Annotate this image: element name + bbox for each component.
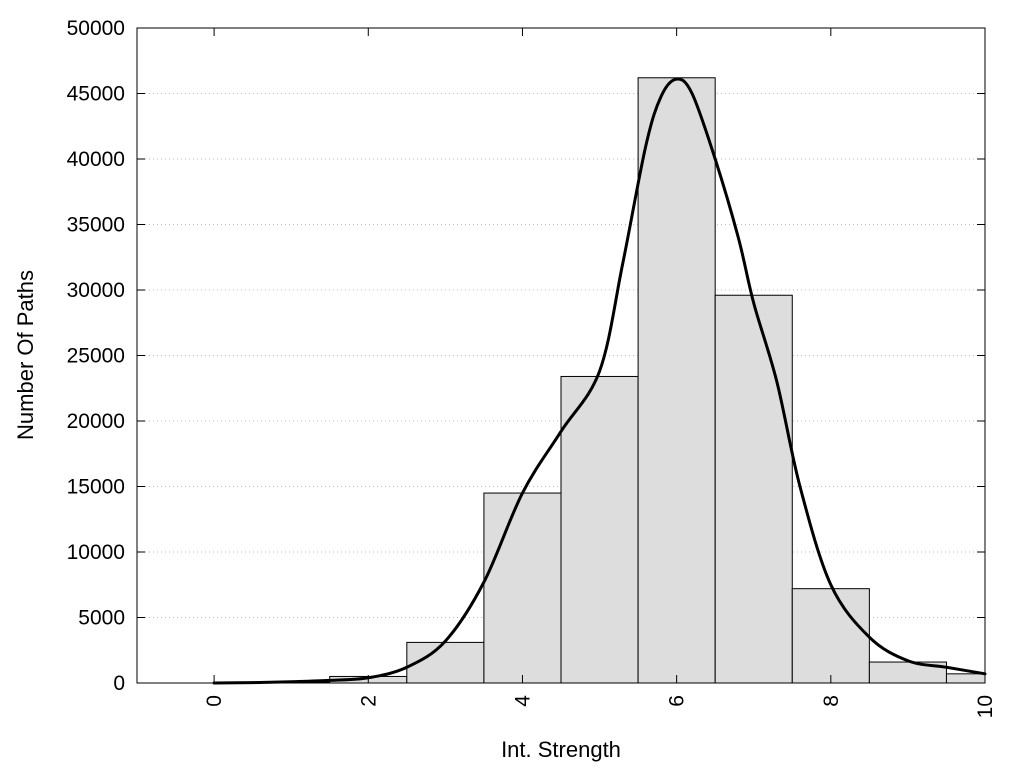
bars-group <box>252 77 986 684</box>
histogram-bar <box>637 77 716 684</box>
y-tick-label: 35000 <box>67 214 125 237</box>
y-tick-label: 40000 <box>67 148 125 171</box>
histogram-bar <box>560 375 639 684</box>
x-axis-label: Int. Strength <box>501 737 621 762</box>
histogram-bar <box>483 492 562 684</box>
histogram-bar <box>791 588 870 684</box>
y-tick-label: 25000 <box>67 345 125 368</box>
y-tick-label: 30000 <box>67 279 125 302</box>
y-tick-label: 20000 <box>67 410 125 433</box>
x-tick-label: 4 <box>511 695 534 707</box>
histogram-bar <box>945 673 986 684</box>
x-tick-label: 0 <box>203 695 226 707</box>
fit-curve-group <box>212 77 987 685</box>
histogram-bar <box>714 294 793 684</box>
y-axis-label: Number Of Paths <box>13 270 38 440</box>
y-axis-ticks: 0 5000 10000 15000 20000 25000 30000 35000 40000… <box>67 17 985 695</box>
x-tick-label: 2 <box>357 695 380 707</box>
y-tick-label: 50000 <box>67 17 125 40</box>
y-tick-label: 15000 <box>67 476 125 499</box>
x-tick-label: 6 <box>666 695 689 707</box>
x-axis-ticks: 0 2 4 6 8 10 <box>203 28 997 718</box>
x-tick-label: 10 <box>974 695 997 718</box>
y-tick-label: 45000 <box>67 83 125 106</box>
fit-curve <box>212 77 987 685</box>
y-tick-label: 5000 <box>78 607 125 630</box>
y-tick-label: 10000 <box>67 541 125 564</box>
y-tick-label: 0 <box>113 672 125 695</box>
x-tick-label: 8 <box>820 695 843 707</box>
